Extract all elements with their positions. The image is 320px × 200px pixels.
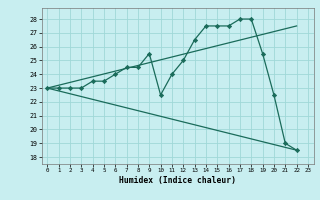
- X-axis label: Humidex (Indice chaleur): Humidex (Indice chaleur): [119, 176, 236, 185]
